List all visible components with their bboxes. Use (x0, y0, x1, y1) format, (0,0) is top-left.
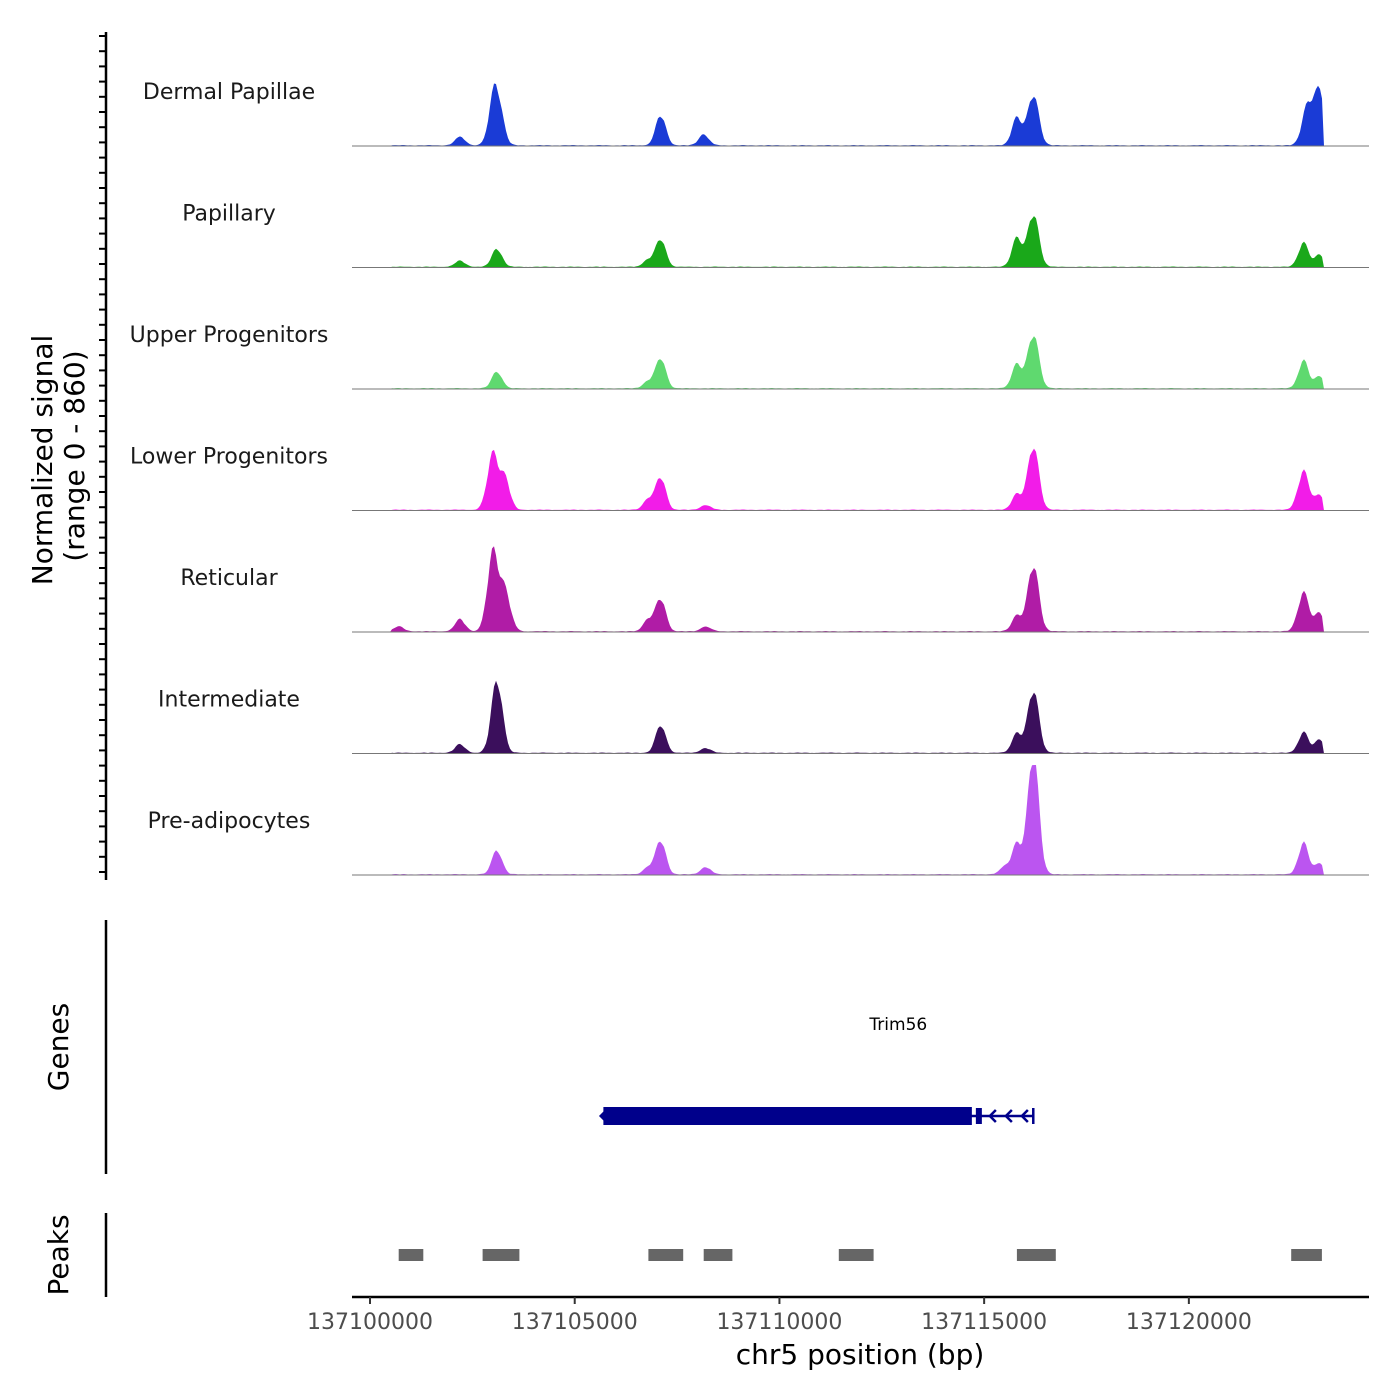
peak-region (482, 1249, 520, 1261)
y-axis-title-line1: Normalized signal (26, 335, 59, 586)
x-tick-label: 137110000 (716, 1310, 842, 1335)
peak-region (838, 1249, 874, 1261)
signal-tracks: Dermal Papillae Papillary Upper Progenitor… (130, 80, 1369, 876)
signal-track: Dermal Papillae (143, 80, 1369, 147)
peak-regions (398, 1249, 1322, 1261)
gene-exon-small (975, 1108, 982, 1124)
track-label: Papillary (182, 202, 276, 227)
y-axis-title-line2: (range 0 - 860) (58, 350, 91, 561)
genes-track-title: Genes (42, 1003, 75, 1091)
x-tick-label: 137105000 (512, 1310, 638, 1335)
signal-area (352, 216, 1369, 268)
signal-track: Intermediate (158, 680, 1369, 754)
gene-label: Trim56 (868, 1015, 927, 1035)
signal-area (352, 680, 1369, 754)
signal-track: Pre-adipocytes (148, 765, 1369, 876)
gene-exon-block (603, 1107, 972, 1125)
x-tick-label: 137120000 (1126, 1310, 1252, 1335)
strand-arrow (1020, 1109, 1029, 1123)
track-label: Dermal Papillae (143, 80, 315, 105)
x-axis-title: chr5 position (bp) (736, 1338, 985, 1371)
signal-area (352, 546, 1369, 632)
peak-region (648, 1249, 684, 1261)
track-label: Upper Progenitors (130, 323, 329, 348)
signal-track: Lower Progenitors (130, 445, 1369, 511)
peak-region (703, 1249, 733, 1261)
x-tick-label: 137115000 (921, 1310, 1047, 1335)
peaks-track-title: Peaks (42, 1214, 75, 1295)
signal-track: Papillary (182, 202, 1369, 268)
peak-region (398, 1249, 424, 1261)
track-label: Pre-adipocytes (148, 809, 311, 834)
signal-y-axis-ticks (99, 35, 106, 873)
track-label: Intermediate (158, 688, 300, 713)
x-axis-ticks: 137100000 137105000 137110000 137115000 1371… (307, 1297, 1252, 1335)
strand-arrow (988, 1109, 997, 1123)
signal-area (352, 448, 1369, 511)
x-axis: 137100000 137105000 137110000 137115000 1371… (307, 1295, 1369, 1335)
signal-y-axis (99, 32, 108, 880)
signal-area (352, 83, 1369, 146)
gene-model: Trim56 (598, 1015, 1035, 1125)
track-label: Reticular (180, 566, 278, 591)
peak-region (1291, 1249, 1322, 1261)
genes-track: Genes Trim56 (42, 920, 1035, 1174)
signal-area (352, 336, 1369, 389)
peak-region (1016, 1249, 1056, 1261)
track-label: Lower Progenitors (130, 445, 328, 470)
x-tick-label: 137100000 (307, 1310, 433, 1335)
signal-track: Reticular (180, 546, 1369, 633)
strand-arrow (1004, 1109, 1013, 1123)
signal-track: Upper Progenitors (130, 323, 1369, 390)
peaks-track: Peaks (42, 1213, 1322, 1297)
strand-arrow (598, 1108, 609, 1124)
gene-models: Trim56 (598, 1015, 1035, 1125)
signal-area (352, 765, 1369, 875)
